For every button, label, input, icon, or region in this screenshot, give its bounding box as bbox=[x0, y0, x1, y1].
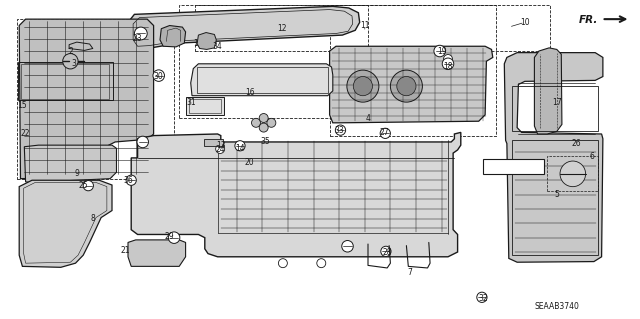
Polygon shape bbox=[504, 53, 603, 262]
Text: 3: 3 bbox=[71, 59, 76, 68]
Bar bbox=[18, 62, 113, 100]
Polygon shape bbox=[19, 180, 112, 267]
Text: 14: 14 bbox=[235, 144, 245, 153]
Text: B-11-10: B-11-10 bbox=[497, 162, 529, 171]
Text: 20: 20 bbox=[244, 158, 255, 167]
Circle shape bbox=[442, 58, 454, 70]
Text: 24: 24 bbox=[216, 145, 226, 154]
Text: 19: 19 bbox=[436, 47, 447, 56]
Polygon shape bbox=[131, 132, 461, 257]
Circle shape bbox=[397, 77, 416, 96]
Text: 33: 33 bbox=[334, 126, 344, 135]
Circle shape bbox=[560, 161, 586, 187]
Text: 1: 1 bbox=[193, 39, 198, 48]
Text: 5: 5 bbox=[554, 190, 559, 199]
Text: 6: 6 bbox=[589, 152, 595, 161]
Bar bbox=[204, 139, 223, 146]
Text: 25: 25 bbox=[78, 181, 88, 189]
Polygon shape bbox=[19, 19, 154, 179]
Text: 22: 22 bbox=[21, 130, 30, 138]
Text: 34: 34 bbox=[212, 42, 223, 51]
Text: 31: 31 bbox=[186, 98, 196, 107]
Polygon shape bbox=[197, 33, 216, 49]
Bar bbox=[197, 67, 328, 93]
Text: 2: 2 bbox=[68, 47, 73, 56]
Bar bbox=[512, 140, 598, 255]
Circle shape bbox=[347, 70, 379, 102]
Text: 35: 35 bbox=[260, 137, 271, 146]
Circle shape bbox=[134, 27, 147, 40]
Text: 9: 9 bbox=[74, 169, 79, 178]
Text: 15: 15 bbox=[17, 101, 28, 110]
Circle shape bbox=[444, 55, 452, 63]
Text: 16: 16 bbox=[244, 88, 255, 97]
Text: 18: 18 bbox=[444, 63, 452, 71]
Text: 4: 4 bbox=[365, 114, 371, 122]
Text: 7: 7 bbox=[407, 268, 412, 277]
Text: 27: 27 bbox=[379, 128, 389, 137]
Circle shape bbox=[335, 125, 346, 135]
Bar bbox=[195, 5, 550, 51]
Circle shape bbox=[259, 123, 268, 132]
Text: 8: 8 bbox=[90, 214, 95, 223]
Text: 12: 12 bbox=[277, 24, 286, 33]
Text: 28: 28 bbox=[383, 248, 392, 256]
Circle shape bbox=[83, 181, 93, 191]
Polygon shape bbox=[24, 145, 116, 182]
Text: 21: 21 bbox=[120, 246, 129, 255]
Bar bbox=[512, 86, 598, 131]
Circle shape bbox=[216, 145, 225, 153]
Text: 29: 29 bbox=[164, 232, 175, 241]
Bar bbox=[179, 5, 368, 118]
Text: 17: 17 bbox=[552, 98, 562, 107]
Circle shape bbox=[252, 118, 260, 127]
Circle shape bbox=[353, 77, 372, 96]
Polygon shape bbox=[160, 26, 186, 47]
Bar bbox=[483, 159, 544, 174]
Bar bbox=[547, 156, 598, 191]
Circle shape bbox=[342, 241, 353, 252]
Polygon shape bbox=[128, 6, 360, 49]
Text: 23: 23 bbox=[132, 34, 143, 43]
Text: 10: 10 bbox=[520, 18, 530, 27]
Bar bbox=[186, 97, 224, 115]
Text: FR.: FR. bbox=[579, 15, 598, 25]
Text: 36: 36 bbox=[123, 176, 133, 185]
Circle shape bbox=[434, 45, 445, 57]
Bar bbox=[189, 99, 221, 113]
Circle shape bbox=[137, 136, 148, 148]
Text: 13: 13 bbox=[216, 141, 226, 150]
Circle shape bbox=[259, 114, 268, 122]
Text: 26: 26 bbox=[571, 139, 581, 148]
Text: SEAAB3740: SEAAB3740 bbox=[534, 302, 579, 311]
Polygon shape bbox=[128, 240, 186, 266]
Circle shape bbox=[317, 259, 326, 268]
Circle shape bbox=[381, 246, 391, 256]
Text: 30: 30 bbox=[154, 72, 164, 81]
Circle shape bbox=[390, 70, 422, 102]
Circle shape bbox=[63, 54, 78, 69]
Circle shape bbox=[477, 292, 487, 302]
Polygon shape bbox=[330, 46, 493, 123]
Text: 11: 11 bbox=[360, 21, 369, 30]
Circle shape bbox=[126, 175, 136, 185]
Polygon shape bbox=[534, 48, 562, 134]
Circle shape bbox=[267, 118, 276, 127]
Circle shape bbox=[168, 232, 180, 243]
Circle shape bbox=[153, 70, 164, 81]
Text: 32: 32 bbox=[478, 294, 488, 303]
Bar bbox=[21, 64, 109, 99]
Circle shape bbox=[235, 141, 245, 151]
Bar bbox=[17, 19, 174, 179]
Circle shape bbox=[278, 259, 287, 268]
Circle shape bbox=[380, 128, 390, 138]
Bar bbox=[330, 5, 496, 136]
Polygon shape bbox=[191, 64, 333, 96]
